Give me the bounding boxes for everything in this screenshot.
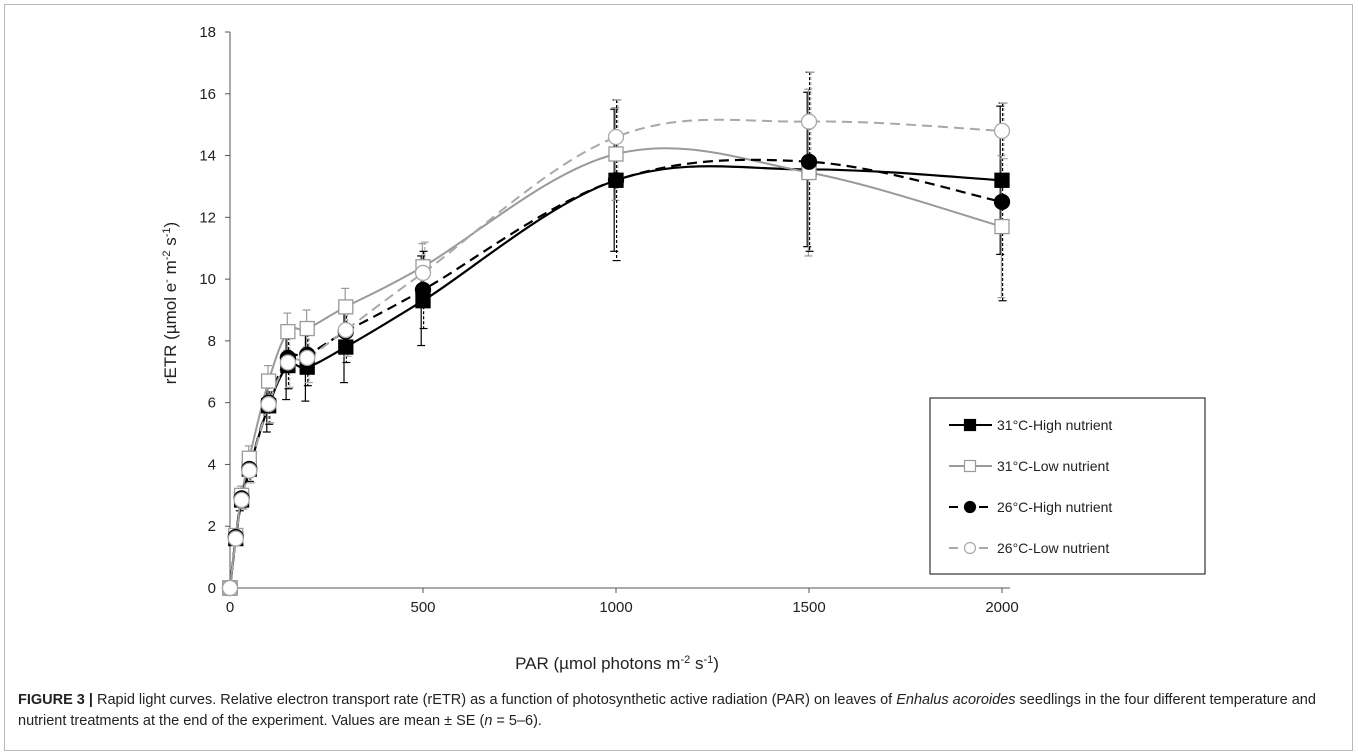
figure-caption: FIGURE 3 | Rapid light curves. Relative … <box>18 690 1340 732</box>
data-point <box>260 396 277 413</box>
y-tick-label: 18 <box>199 24 216 41</box>
data-point <box>280 323 296 340</box>
data-point <box>337 321 354 339</box>
legend-label: 31°C-High nutrient <box>997 417 1112 433</box>
y-tick-label: 0 <box>208 580 216 597</box>
x-tick-label: 2000 <box>985 599 1018 616</box>
series-line <box>229 118 1003 589</box>
data-point <box>221 579 239 597</box>
axes: 0 500 1000 1500 2000 0 2 4 6 8 10 12 14 16 18 <box>199 24 1018 616</box>
caption-n: n <box>484 713 493 729</box>
legend-marker <box>963 500 977 514</box>
data-point <box>414 281 432 299</box>
data-point <box>993 122 1011 139</box>
data-point <box>994 218 1010 235</box>
figure-frame <box>4 4 1353 751</box>
x-tick-label: 1500 <box>792 599 825 616</box>
data-point <box>994 172 1010 188</box>
series-markers <box>221 113 1011 597</box>
y-tick-label: 10 <box>199 271 216 288</box>
data-point <box>414 264 432 282</box>
y-axis-label: rETR (µmol e- m-2 s-1) <box>161 222 180 384</box>
data-point <box>338 299 354 315</box>
legend: 31°C-High nutrient 31°C-Low nutrient 26°C-… <box>929 397 1206 575</box>
caption-species: Enhalus acoroides <box>896 692 1016 708</box>
legend-label: 26°C-Low nutrient <box>997 540 1109 556</box>
series-line <box>229 147 1003 589</box>
data-point <box>608 146 624 162</box>
caption-text-3: = 5–6). <box>492 713 542 729</box>
legend-label: 26°C-High nutrient <box>997 499 1112 515</box>
rapid-light-curve-chart: 0 500 1000 1500 2000 0 2 4 6 8 10 12 14 16 18 31°C-Hig… <box>161 24 1206 673</box>
data-point <box>800 113 818 130</box>
x-tick-label: 0 <box>226 599 234 616</box>
data-point <box>241 462 258 479</box>
data-point <box>299 320 315 337</box>
data-point <box>227 530 244 547</box>
data-point <box>607 128 625 146</box>
data-point <box>299 349 316 367</box>
x-axis-label: PAR (µmol photons m-2 s-1) <box>515 654 719 673</box>
y-tick-label: 12 <box>199 209 216 226</box>
data-point <box>338 339 354 355</box>
y-tick-label: 14 <box>199 148 216 165</box>
data-point <box>279 354 297 371</box>
data-point <box>993 193 1011 211</box>
legend-marker <box>963 418 977 432</box>
data-point <box>233 491 250 509</box>
caption-label: FIGURE 3 | <box>18 692 93 708</box>
y-tick-label: 6 <box>208 395 216 412</box>
data-point <box>260 373 277 389</box>
series-line <box>228 165 1003 589</box>
y-tick-label: 4 <box>208 456 216 473</box>
x-tick-label: 500 <box>410 599 435 616</box>
y-tick-label: 8 <box>208 333 216 350</box>
legend-marker <box>963 459 977 473</box>
data-point <box>800 153 818 170</box>
caption-text-1: Rapid light curves. Relative electron tr… <box>92 692 897 708</box>
legend-marker <box>963 541 977 555</box>
data-point <box>607 172 625 189</box>
y-tick-label: 2 <box>208 518 216 535</box>
y-tick-label: 16 <box>199 86 216 103</box>
x-tick-label: 1000 <box>599 599 632 616</box>
legend-label: 31°C-Low nutrient <box>997 458 1109 474</box>
series-line <box>228 158 1003 589</box>
caption-text-2: seedlings in the four different temperat… <box>18 692 1316 729</box>
